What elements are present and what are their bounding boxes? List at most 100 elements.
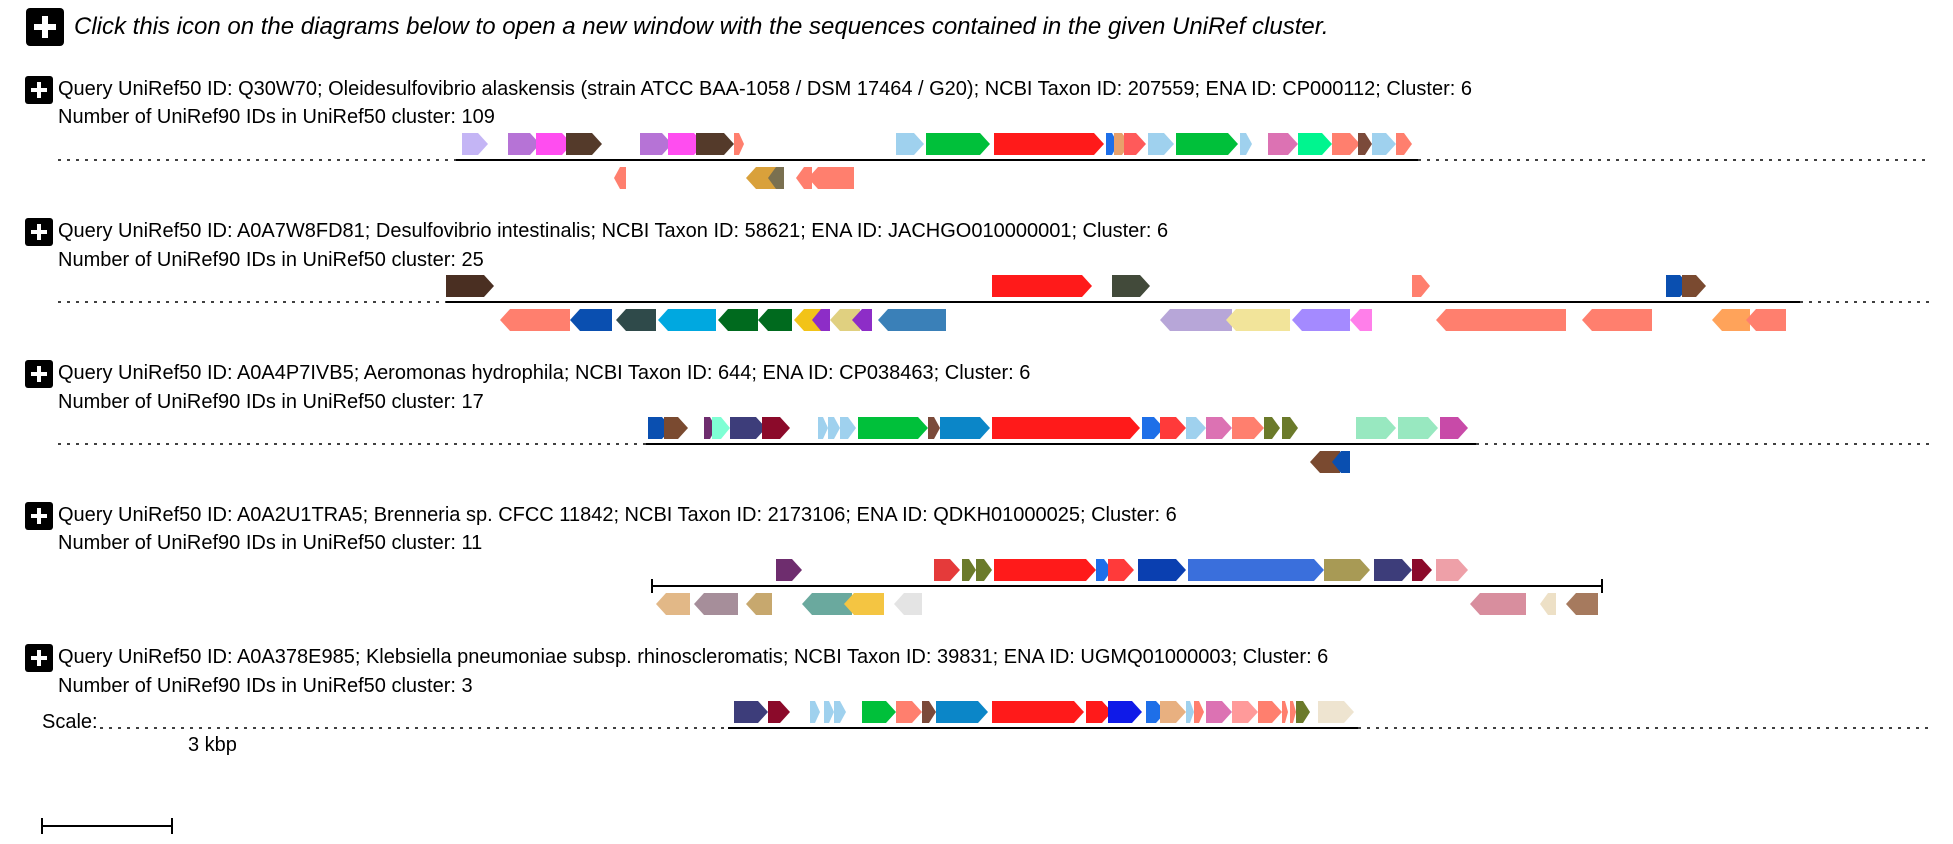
gene-arrow[interactable] (1108, 701, 1142, 723)
gene-arrow[interactable] (994, 559, 1096, 581)
gene-arrow[interactable] (1124, 133, 1146, 155)
gene-arrow[interactable] (1324, 559, 1370, 581)
gene-arrow[interactable] (852, 309, 872, 331)
gene-arrow[interactable] (830, 309, 860, 331)
gene-arrow[interactable] (616, 309, 656, 331)
gene-arrow[interactable] (694, 593, 738, 615)
gene-arrow[interactable] (794, 309, 822, 331)
gene-arrow[interactable] (922, 701, 936, 723)
gene-arrow[interactable] (934, 559, 960, 581)
gene-arrow[interactable] (1298, 133, 1332, 155)
gene-arrow[interactable] (1282, 417, 1298, 439)
gene-arrow[interactable] (1356, 417, 1396, 439)
gene-arrow[interactable] (1176, 133, 1238, 155)
gene-arrow[interactable] (812, 309, 830, 331)
gene-arrow[interactable] (1148, 133, 1174, 155)
gene-arrow[interactable] (1232, 417, 1264, 439)
gene-arrow[interactable] (446, 275, 494, 297)
gene-arrow[interactable] (1374, 559, 1412, 581)
gene-arrow[interactable] (992, 417, 1140, 439)
gene-arrow[interactable] (1712, 309, 1750, 331)
gene-arrow[interactable] (656, 593, 690, 615)
gene-arrow[interactable] (1268, 133, 1298, 155)
open-cluster-button[interactable] (25, 644, 53, 672)
gene-arrow[interactable] (878, 309, 946, 331)
gene-arrow[interactable] (940, 417, 990, 439)
gene-arrow[interactable] (1436, 309, 1566, 331)
gene-arrow[interactable] (840, 417, 856, 439)
gene-arrow[interactable] (862, 701, 896, 723)
open-cluster-button[interactable] (25, 76, 53, 104)
gene-arrow[interactable] (500, 309, 570, 331)
gene-arrow[interactable] (1412, 275, 1430, 297)
gene-arrow[interactable] (712, 417, 730, 439)
gene-arrow[interactable] (1160, 417, 1186, 439)
gene-arrow[interactable] (1470, 593, 1526, 615)
gene-arrow[interactable] (696, 133, 734, 155)
gene-arrow[interactable] (1160, 309, 1232, 331)
gene-arrow[interactable] (1264, 417, 1280, 439)
gene-arrow[interactable] (664, 417, 688, 439)
gene-arrow[interactable] (976, 559, 992, 581)
gene-arrow[interactable] (762, 417, 790, 439)
gene-arrow[interactable] (1436, 559, 1468, 581)
gene-arrow[interactable] (808, 167, 854, 189)
gene-arrow[interactable] (896, 133, 924, 155)
open-cluster-button[interactable] (25, 502, 53, 530)
gene-arrow[interactable] (1682, 275, 1706, 297)
gene-arrow[interactable] (1206, 417, 1232, 439)
gene-arrow[interactable] (730, 417, 766, 439)
gene-arrow[interactable] (1566, 593, 1598, 615)
gene-arrow[interactable] (1412, 559, 1432, 581)
gene-arrow[interactable] (1282, 701, 1288, 723)
gene-arrow[interactable] (1138, 559, 1186, 581)
gene-arrow[interactable] (810, 701, 820, 723)
gene-arrow[interactable] (508, 133, 540, 155)
gene-arrow[interactable] (824, 701, 834, 723)
gene-arrow[interactable] (992, 701, 1084, 723)
gene-arrow[interactable] (1194, 701, 1204, 723)
gene-arrow[interactable] (1540, 593, 1556, 615)
gene-arrow[interactable] (1398, 417, 1438, 439)
gene-arrow[interactable] (1310, 451, 1340, 473)
gene-arrow[interactable] (566, 133, 602, 155)
gene-arrow[interactable] (1142, 417, 1164, 439)
gene-arrow[interactable] (992, 275, 1092, 297)
gene-arrow[interactable] (1206, 701, 1232, 723)
gene-arrow[interactable] (818, 417, 828, 439)
gene-arrow[interactable] (1396, 133, 1412, 155)
gene-arrow[interactable] (994, 133, 1104, 155)
gene-arrow[interactable] (1112, 275, 1150, 297)
gene-arrow[interactable] (768, 701, 790, 723)
gene-arrow[interactable] (1746, 309, 1786, 331)
gene-arrow[interactable] (962, 559, 976, 581)
open-cluster-button[interactable] (25, 360, 53, 388)
gene-arrow[interactable] (1240, 133, 1252, 155)
gene-arrow[interactable] (1226, 309, 1290, 331)
gene-arrow[interactable] (1186, 701, 1194, 723)
gene-arrow[interactable] (718, 309, 758, 331)
gene-arrow[interactable] (1296, 701, 1310, 723)
gene-arrow[interactable] (1332, 451, 1350, 473)
gene-arrow[interactable] (758, 309, 792, 331)
gene-arrow[interactable] (1086, 701, 1112, 723)
gene-arrow[interactable] (928, 417, 940, 439)
gene-arrow[interactable] (746, 593, 772, 615)
gene-arrow[interactable] (536, 133, 572, 155)
gene-arrow[interactable] (936, 701, 988, 723)
gene-arrow[interactable] (1582, 309, 1652, 331)
gene-arrow[interactable] (1160, 701, 1186, 723)
gene-arrow[interactable] (1440, 417, 1468, 439)
gene-arrow[interactable] (668, 133, 704, 155)
gene-arrow[interactable] (614, 167, 626, 189)
gene-arrow[interactable] (746, 167, 776, 189)
gene-arrow[interactable] (834, 701, 846, 723)
gene-arrow[interactable] (462, 133, 488, 155)
gene-arrow[interactable] (802, 593, 852, 615)
gene-arrow[interactable] (640, 133, 672, 155)
gene-arrow[interactable] (796, 167, 812, 189)
gene-arrow[interactable] (570, 309, 612, 331)
gene-arrow[interactable] (1292, 309, 1350, 331)
gene-arrow[interactable] (658, 309, 716, 331)
gene-arrow[interactable] (858, 417, 928, 439)
